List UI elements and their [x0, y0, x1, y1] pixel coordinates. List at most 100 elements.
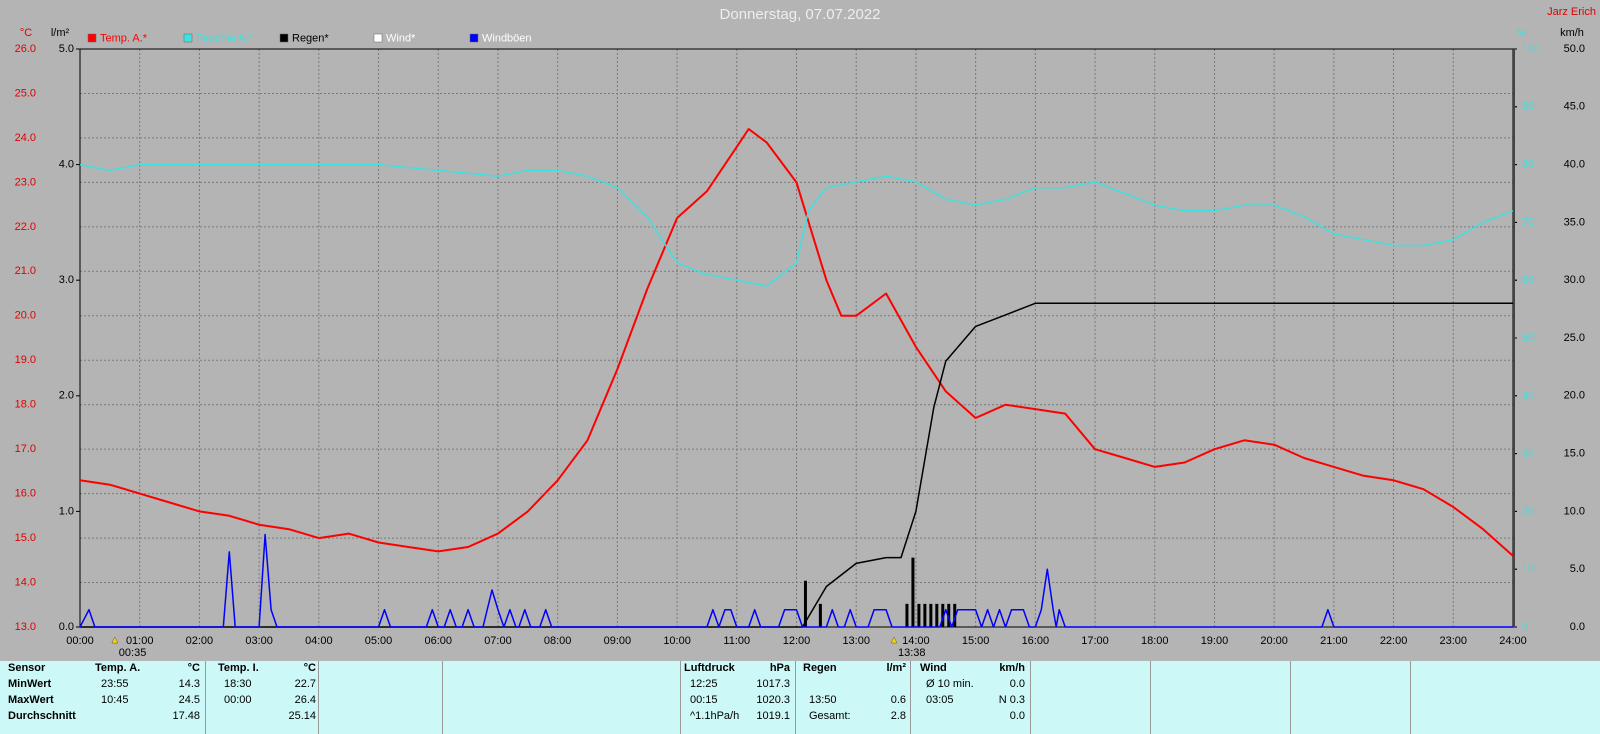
- row-value: 14.3: [178, 678, 200, 690]
- x-tick-label: 04:00: [305, 635, 333, 647]
- column-divider: [1150, 661, 1151, 734]
- legend-label: Feuchte A.*: [196, 32, 254, 44]
- group-unit: °C: [187, 662, 200, 674]
- group-unit: l/m²: [886, 662, 906, 674]
- y-tick-label: 2.0: [59, 390, 74, 402]
- x-tick-label: 22:00: [1380, 635, 1408, 647]
- x-tick-label: 08:00: [544, 635, 572, 647]
- y-tick-label: 20.0: [15, 310, 36, 322]
- series-line: [79, 163, 1514, 287]
- x-tick-label: 12:00: [783, 635, 811, 647]
- legend-swatch: [87, 33, 97, 43]
- rain-bar: [935, 603, 939, 627]
- y-tick-label: 30.0: [1564, 274, 1585, 286]
- series-line: [80, 302, 1513, 628]
- y-tick-label: 0.0: [59, 621, 74, 633]
- y-tick-label: 0.0: [1570, 621, 1585, 633]
- row-time: 10:45: [101, 694, 129, 706]
- row-time: ^1.1hPa/h: [690, 710, 740, 722]
- x-tick-label: 16:00: [1022, 635, 1050, 647]
- legend-swatch: [373, 33, 383, 43]
- y-tick-label: 13.0: [15, 621, 36, 633]
- row-value: 24.5: [178, 694, 200, 706]
- rain-bar: [803, 580, 807, 627]
- column-divider: [1030, 661, 1031, 734]
- column-divider: [910, 661, 911, 734]
- y-tick-label: 24.0: [15, 132, 36, 144]
- y-tick-label: 20.0: [1564, 390, 1585, 402]
- y-tick-label: 50: [1522, 332, 1534, 344]
- group-unit: hPa: [769, 662, 790, 674]
- y-tick-label: 10: [1522, 563, 1534, 575]
- y-tick-label: 40: [1522, 390, 1534, 402]
- unit-humidity: %: [1516, 27, 1526, 39]
- legend-swatch: [279, 33, 289, 43]
- y-tick-label: 70: [1522, 216, 1534, 228]
- x-tick-label: 14:00: [902, 635, 930, 647]
- y-tick-label: 80: [1522, 159, 1534, 171]
- rain-bar: [953, 603, 957, 627]
- annotation-label: 13:38: [898, 647, 926, 659]
- y-tick-label: 25.0: [1564, 332, 1585, 344]
- row-time: 12:25: [690, 678, 718, 690]
- x-tick-label: 15:00: [962, 635, 990, 647]
- row-time: Ø 10 min.: [926, 678, 974, 690]
- unit-wind: km/h: [1560, 27, 1584, 39]
- row-time: 13:50: [809, 694, 837, 706]
- legend-swatch: [469, 33, 479, 43]
- annotation-icon: [890, 636, 898, 644]
- y-tick-label: 35.0: [1564, 216, 1585, 228]
- row-value: 0.0: [1009, 678, 1025, 690]
- y-tick-label: 19.0: [15, 354, 36, 366]
- station: Jarz Erich: [1547, 6, 1596, 18]
- y-tick-label: 3.0: [59, 274, 74, 286]
- row-value: 2.8: [890, 710, 906, 722]
- x-tick-label: 24:00: [1499, 635, 1527, 647]
- legend-label: Wind*: [386, 32, 416, 44]
- unit-temp: °C: [20, 27, 32, 39]
- x-tick-label: 18:00: [1141, 635, 1169, 647]
- rain-bar: [911, 557, 915, 627]
- x-tick-label: 07:00: [484, 635, 512, 647]
- rain-bar: [941, 603, 945, 627]
- group-unit: °C: [303, 662, 316, 674]
- y-tick-label: 15.0: [15, 532, 36, 544]
- column-divider: [318, 661, 319, 734]
- group-title: Temp. I.: [218, 662, 259, 674]
- x-tick-label: 00:00: [66, 635, 94, 647]
- legend-label: Temp. A.*: [100, 32, 148, 44]
- chart-title: Donnerstag, 07.07.2022: [720, 6, 881, 23]
- x-tick-label: 05:00: [365, 635, 393, 647]
- x-tick-label: 01:00: [126, 635, 154, 647]
- legend-swatch: [183, 33, 193, 43]
- x-tick-label: 23:00: [1440, 635, 1468, 647]
- legend-label: Windböen: [482, 32, 532, 44]
- y-tick-label: 5.0: [59, 43, 74, 55]
- y-tick-label: 100: [1522, 43, 1540, 55]
- sensor-label: MinWert: [8, 678, 52, 690]
- annotation-label: 00:35: [119, 647, 147, 659]
- row-time: Gesamt:: [809, 710, 851, 722]
- row-time: 00:15: [690, 694, 718, 706]
- column-divider: [795, 661, 796, 734]
- x-tick-label: 17:00: [1081, 635, 1109, 647]
- y-tick-label: 20: [1522, 505, 1534, 517]
- y-tick-label: 18.0: [15, 399, 36, 411]
- y-tick-label: 50.0: [1564, 43, 1585, 55]
- series-line: [79, 533, 1513, 628]
- x-tick-label: 11:00: [723, 635, 750, 647]
- y-tick-label: 60: [1522, 274, 1534, 286]
- sensor-label: Durchschnitt: [8, 710, 76, 722]
- group-title: Wind: [920, 662, 947, 674]
- y-tick-label: 22.0: [15, 221, 36, 233]
- column-divider: [442, 661, 443, 734]
- legend-label: Regen*: [292, 32, 329, 44]
- y-tick-label: 30: [1522, 448, 1534, 460]
- rain-bar: [929, 603, 933, 627]
- x-tick-label: 10:00: [663, 635, 691, 647]
- y-tick-label: 23.0: [15, 176, 36, 188]
- row-value: 1019.1: [756, 710, 790, 722]
- row-value: 26.4: [294, 694, 316, 706]
- rain-bar: [923, 603, 927, 627]
